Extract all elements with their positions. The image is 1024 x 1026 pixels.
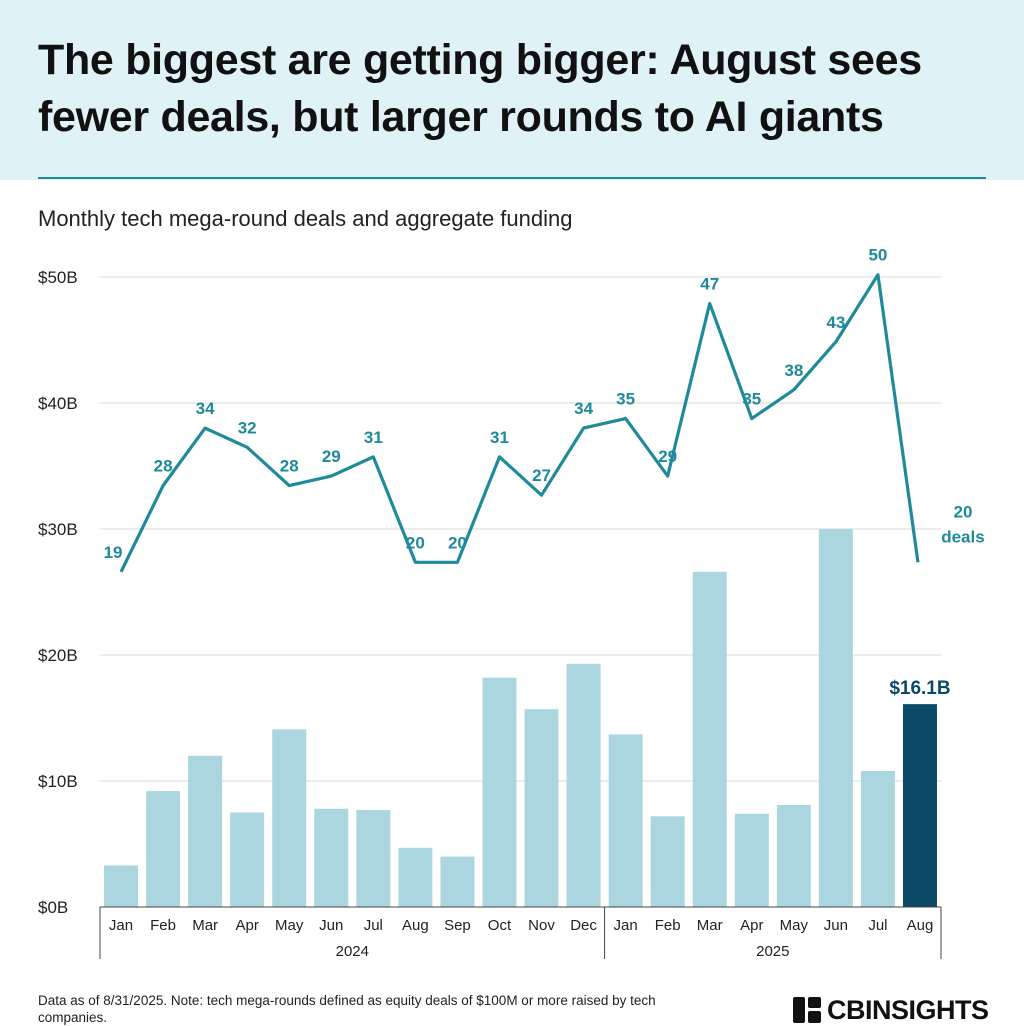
line-point-label: 50: [868, 246, 887, 265]
y-tick-label: $20B: [38, 646, 78, 665]
x-tick-label: Mar: [192, 917, 218, 934]
bar: [188, 755, 223, 907]
x-tick-label: Aug: [402, 917, 429, 934]
bar: [566, 663, 601, 907]
year-group-label: 2024: [336, 943, 369, 960]
chart-area: $0B $10B $20B $30B $40B $50B $16.1B Jan Feb Mar Ap…: [38, 246, 985, 960]
chart-subtitle: Monthly tech mega-round deals and aggreg…: [38, 206, 573, 231]
footnote: Data as of 8/31/2025. Note: tech mega-ro…: [38, 993, 656, 1025]
line-end-annotation: deals: [941, 527, 984, 546]
x-tick-label: Sep: [444, 917, 471, 934]
bar: [482, 677, 517, 907]
bar: [692, 571, 727, 907]
deal-count-line: [119, 273, 920, 573]
y-tick-label: $40B: [38, 394, 78, 413]
year-group-label: 2025: [756, 943, 789, 960]
bar: [146, 791, 181, 907]
line-point-label: 43: [826, 313, 845, 332]
x-tick-label: Jun: [824, 917, 848, 934]
x-tick-label: Aug: [907, 917, 934, 934]
bar: [860, 770, 895, 907]
line-point-label: 34: [574, 399, 593, 418]
header-divider: [38, 177, 986, 179]
line-point-label: 27: [532, 466, 551, 485]
page-title: The biggest are getting bigger: August s…: [38, 36, 922, 141]
x-tick-label: Nov: [528, 917, 555, 934]
x-tick-label: Feb: [655, 917, 681, 934]
x-tick-label: Feb: [150, 917, 176, 934]
logo-text: CBINSIGHTS: [827, 994, 989, 1025]
x-tick-label: Jun: [319, 917, 343, 934]
bar: [104, 865, 139, 907]
bar: [398, 847, 433, 907]
line-point-label: 20: [954, 502, 973, 521]
line-point-label: 31: [364, 428, 383, 447]
y-tick-label: $50B: [38, 268, 78, 287]
bar: [734, 813, 769, 907]
x-tick-label: May: [780, 917, 809, 934]
line-point-label: 32: [238, 418, 257, 437]
x-tick-label: Jul: [364, 917, 383, 934]
line-point-label: 28: [280, 457, 299, 476]
line-point-label: 47: [700, 275, 719, 294]
line-point-label: 35: [616, 390, 635, 409]
bar: [440, 856, 475, 907]
bar: [524, 709, 559, 907]
bar: [230, 812, 265, 907]
bar: [356, 809, 391, 907]
x-tick-label: Jan: [614, 917, 638, 934]
y-tick-label: $10B: [38, 772, 78, 791]
x-tick-label: Dec: [570, 917, 597, 934]
line-point-label: 20: [406, 533, 425, 552]
x-tick-label: Jul: [868, 917, 887, 934]
x-tick-label: Mar: [697, 917, 723, 934]
bar: [818, 529, 853, 907]
line-point-label: 28: [154, 457, 173, 476]
x-tick-label: Jan: [109, 917, 133, 934]
cb-logo-icon: [793, 997, 821, 1023]
x-tick-label: Apr: [236, 917, 259, 934]
line-point-label: 29: [658, 447, 677, 466]
line-point-label: 35: [742, 390, 761, 409]
y-tick-label: $0B: [38, 898, 68, 917]
line-point-label: 31: [490, 428, 509, 447]
y-tick-label: $30B: [38, 520, 78, 539]
line-point-label: 38: [784, 361, 803, 380]
line-point-label: 19: [104, 543, 123, 562]
header-banner: The biggest are getting bigger: August s…: [0, 0, 1024, 180]
bar: [608, 734, 643, 907]
bar-highlight-label: $16.1B: [889, 678, 950, 699]
bar-highlight: [902, 704, 937, 907]
x-tick-label: Apr: [740, 917, 763, 934]
brand-logo: CBINSIGHTS: [793, 994, 989, 1026]
line-point-label: 34: [196, 399, 215, 418]
line-point-label: 20: [448, 533, 467, 552]
bar: [272, 729, 307, 907]
bar: [314, 808, 349, 907]
line-point-label: 29: [322, 447, 341, 466]
bar: [776, 804, 811, 907]
x-tick-label: Oct: [488, 917, 512, 934]
x-tick-label: May: [275, 917, 304, 934]
bar: [650, 816, 685, 907]
